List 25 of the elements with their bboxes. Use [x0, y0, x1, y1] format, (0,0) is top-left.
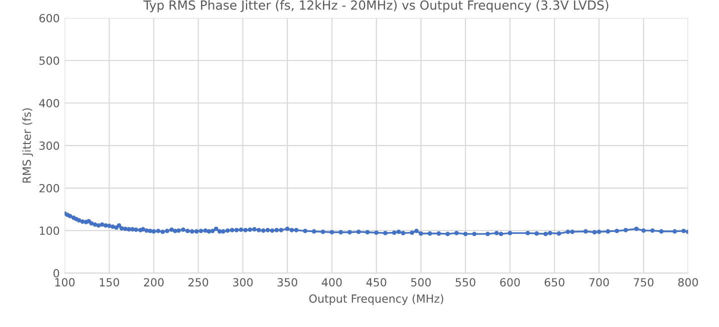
- y-tick-label: 400: [39, 98, 60, 108]
- x-tick-label: 250: [188, 278, 208, 287]
- x-tick-label: 450: [366, 278, 386, 287]
- y-tick-label: 300: [39, 141, 60, 150]
- chart-title: Typ RMS Phase Jitter (fs, 12kHz - 20MHz) vs Output Frequency (3.3V LVDS): [143, 0, 608, 12]
- x-tick-label: 700: [589, 278, 609, 287]
- x-tick-label: 350: [278, 278, 298, 287]
- x-tick-label: 200: [144, 278, 164, 287]
- x-tick-label: 500: [411, 278, 431, 287]
- y-tick-label: 100: [40, 226, 60, 235]
- y-tick-label: 600: [39, 14, 60, 22]
- x-tick-label: 750: [634, 278, 654, 287]
- y-tick-label: 0: [54, 269, 60, 278]
- x-tick-label: 100: [55, 278, 75, 287]
- x-tick-label: 800: [678, 278, 698, 287]
- x-tick-label: 400: [322, 278, 342, 287]
- x-axis-title: Output Frequency (MHz): [309, 294, 444, 305]
- y-axis-title: RMS Jitter (fs): [22, 108, 33, 183]
- x-tick-label: 150: [100, 278, 120, 287]
- y-tick-label: 200: [39, 184, 60, 192]
- y-tick-label: 500: [40, 56, 60, 65]
- x-tick-label: 300: [233, 278, 253, 287]
- x-tick-label: 550: [456, 278, 476, 287]
- x-tick-label: 650: [544, 278, 564, 287]
- x-tick-label: 600: [500, 278, 520, 287]
